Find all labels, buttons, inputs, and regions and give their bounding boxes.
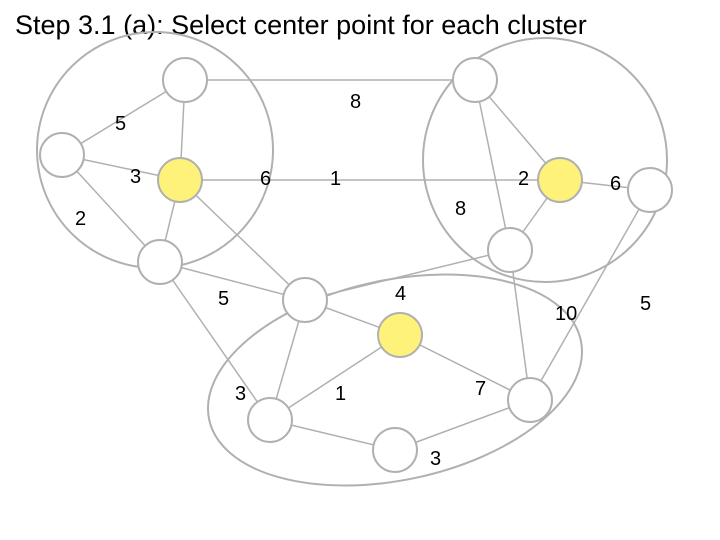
node (373, 428, 417, 472)
edge-weight: 1 (335, 383, 346, 405)
edge (530, 190, 650, 400)
edge (160, 262, 270, 420)
node (628, 168, 672, 212)
edge (180, 180, 305, 300)
edge-weight: 2 (75, 208, 86, 230)
edge-weight: 3 (130, 166, 141, 188)
edge-weight: 6 (610, 173, 621, 195)
node (488, 228, 532, 272)
node (138, 240, 182, 284)
edge-weight: 3 (235, 383, 246, 405)
edge-weight: 3 (430, 448, 441, 470)
edge-weight: 7 (475, 378, 486, 400)
edge (475, 80, 510, 250)
cluster-center-node (158, 158, 202, 202)
edge-weight: 4 (395, 283, 406, 305)
edge-weight: 10 (555, 303, 577, 325)
cluster-diagram: 5 3 2 8 1 6 5 3 8 2 6 4 10 5 1 3 7 (0, 0, 720, 540)
edge-weight: 8 (455, 198, 466, 220)
edge-weight: 8 (350, 91, 361, 113)
node (163, 58, 207, 102)
edge-weight: 5 (218, 288, 229, 310)
edge-weight: 1 (330, 168, 341, 190)
cluster-center-node (538, 158, 582, 202)
node (453, 58, 497, 102)
edge-weight: 5 (115, 113, 126, 135)
node (508, 378, 552, 422)
edge-weight: 6 (260, 168, 271, 190)
node (248, 398, 292, 442)
edge (270, 335, 400, 420)
edge-weight: 5 (640, 293, 651, 315)
node (40, 133, 84, 177)
node (283, 278, 327, 322)
edge-weight: 2 (518, 168, 529, 190)
cluster-center-node (378, 313, 422, 357)
nodes-layer (40, 58, 672, 472)
